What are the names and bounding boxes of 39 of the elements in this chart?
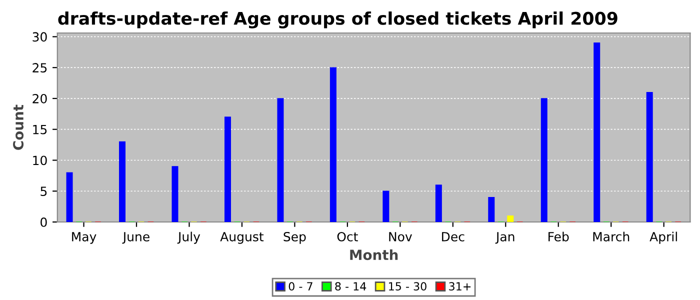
bar bbox=[382, 190, 390, 222]
x-tick-label: Dec bbox=[442, 232, 464, 242]
x-axis-title: Month bbox=[350, 249, 398, 260]
y-axis-title: Count bbox=[13, 104, 24, 150]
x-tick-label: July bbox=[177, 232, 200, 244]
bar bbox=[507, 215, 514, 222]
bar bbox=[540, 98, 548, 222]
bar bbox=[594, 42, 600, 222]
y-tick-label: 30 bbox=[32, 32, 47, 42]
x-tick-label: April bbox=[650, 232, 677, 244]
bar bbox=[488, 196, 495, 222]
bar bbox=[224, 116, 231, 222]
x-tick-label: Oct bbox=[337, 232, 358, 242]
bar bbox=[277, 98, 284, 222]
x-tick-label: Sep bbox=[284, 232, 306, 244]
bar bbox=[646, 92, 653, 222]
y-tick-label: 0 bbox=[40, 217, 47, 227]
legend-label: 0 - 7 bbox=[288, 282, 312, 291]
bar bbox=[172, 166, 178, 222]
x-tick-label: Feb bbox=[548, 232, 569, 242]
x-tick-label: Nov bbox=[389, 232, 412, 242]
legend-label: 15 - 30 bbox=[389, 282, 426, 291]
x-tick-label: June bbox=[122, 232, 150, 244]
legend-label: 31+ bbox=[449, 282, 471, 291]
y-tick-label: 25 bbox=[32, 63, 47, 73]
y-tick-label: 15 bbox=[33, 124, 47, 134]
legend-label: 8 - 14 bbox=[335, 282, 366, 291]
x-tick-label: May bbox=[72, 232, 96, 244]
bar bbox=[330, 67, 336, 222]
x-tick-label: August bbox=[220, 232, 264, 244]
y-tick-label: 10 bbox=[33, 156, 47, 166]
chart-title: drafts-update-ref Age groups of closed tickets April 2009 bbox=[58, 11, 618, 28]
bar bbox=[435, 184, 442, 222]
y-tick-label: 5 bbox=[40, 186, 47, 196]
x-tick-label: Jan bbox=[495, 232, 514, 244]
x-tick-label: March bbox=[593, 232, 630, 242]
bar bbox=[66, 172, 73, 222]
y-tick-label: 20 bbox=[32, 94, 47, 104]
bar bbox=[119, 141, 126, 222]
